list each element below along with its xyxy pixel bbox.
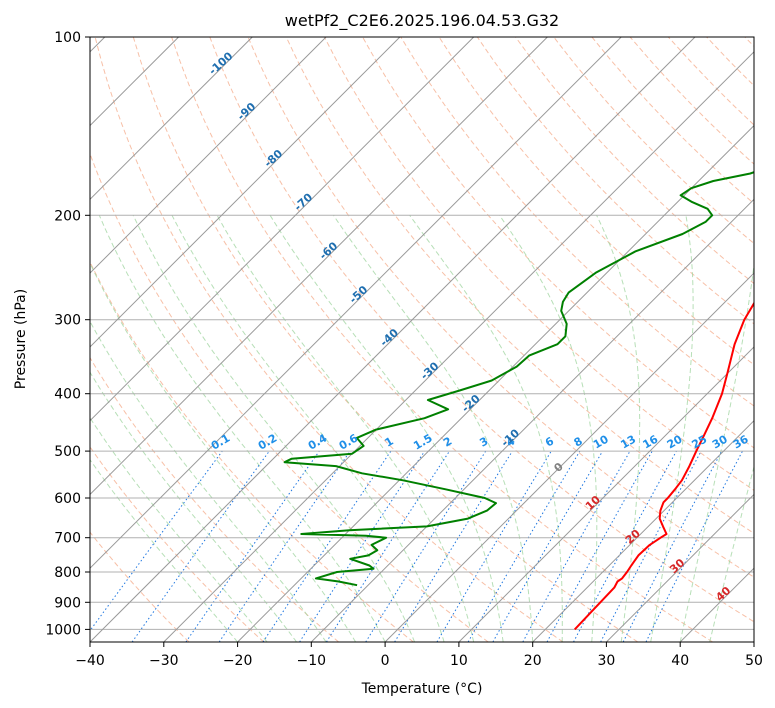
moist-adiabat-line <box>409 215 563 642</box>
isotherm-line <box>90 37 401 348</box>
chart-title: wetPf2_C2E6.2025.196.04.53.G32 <box>285 11 559 31</box>
isotherm-line <box>90 37 696 642</box>
isotherm-line <box>90 37 548 496</box>
moist-adiabat-line <box>650 215 694 642</box>
isotherm-line <box>90 37 622 569</box>
x-tick-label: 10 <box>450 653 468 669</box>
mixing-ratio-line <box>299 450 426 642</box>
dry-adiabat-line <box>438 37 754 366</box>
isotherm-line <box>458 346 754 642</box>
x-tick-label: 40 <box>671 653 689 669</box>
isotherm-line <box>90 37 253 201</box>
moist-adiabat-line <box>499 215 598 642</box>
x-tick-label: 50 <box>745 653 763 669</box>
mixing-ratio-line <box>131 450 270 642</box>
moist-adiabats <box>90 215 754 642</box>
x-tick-label: −30 <box>149 653 179 669</box>
mixing-ratio-line <box>262 450 392 642</box>
moist-adiabat-line <box>98 215 386 642</box>
isotherm-line <box>90 37 475 422</box>
moist-adiabat-line <box>171 215 445 642</box>
dry-adiabat-line <box>90 152 489 642</box>
isotherm-line <box>90 37 327 274</box>
dry-adiabat-line <box>90 356 339 642</box>
y-tick-label: 100 <box>54 30 81 46</box>
moist-adiabat-line <box>132 215 416 642</box>
isotherm-line <box>532 419 754 642</box>
moist-adiabat-line <box>90 458 238 642</box>
mixing-ratio-line <box>573 450 677 642</box>
dry-adiabat-line <box>171 37 713 642</box>
y-tick-label: 1000 <box>45 622 81 638</box>
mixing-ratio-line <box>394 450 513 642</box>
x-tick-label: −20 <box>223 653 253 669</box>
y-tick-label: 400 <box>54 387 81 403</box>
y-tick-label: 600 <box>54 491 81 507</box>
x-axis-title: Temperature (°C) <box>361 681 483 697</box>
moist-adiabat-line <box>90 262 357 642</box>
isotherm-line <box>310 198 754 642</box>
y-tick-label: 800 <box>54 565 81 581</box>
isotherm-line <box>384 272 754 642</box>
moist-adiabat-line <box>596 215 641 642</box>
x-axis-ticks: −40 −30 −20 −10 0 10 20 30 40 50 <box>75 642 763 669</box>
mixing-ratio-line <box>522 450 631 642</box>
dry-adiabat-line <box>90 446 265 642</box>
mixing-ratio-line <box>645 450 743 642</box>
dry-adiabat-line <box>94 37 564 642</box>
isotherm-gridlines <box>90 37 754 642</box>
moist-adiabat-line <box>679 261 754 642</box>
dry-adiabat-line <box>323 37 754 491</box>
y-tick-label: 300 <box>54 313 81 329</box>
moist-adiabat-line <box>90 320 327 642</box>
dry-adiabat-line <box>90 531 190 642</box>
moist-adiabat-line <box>269 215 504 642</box>
x-tick-label: 0 <box>381 653 390 669</box>
isotherm-line <box>237 124 754 642</box>
x-tick-label: −40 <box>75 653 105 669</box>
dewpoint-profile-line <box>283 171 754 587</box>
y-axis-title: Pressure (hPa) <box>13 289 29 389</box>
mixing-ratio-line <box>325 450 450 642</box>
y-tick-label: 900 <box>54 595 81 611</box>
isobar-gridlines <box>90 37 754 630</box>
dry-adiabat-line <box>362 37 754 449</box>
x-tick-label: −10 <box>297 653 327 669</box>
dry-adiabat-line <box>515 37 754 285</box>
mixing-ratio-line <box>185 450 320 642</box>
moist-adiabat-line <box>709 465 754 642</box>
moist-adiabat-line <box>90 416 268 642</box>
y-tick-label: 500 <box>54 444 81 460</box>
moist-adiabat-line <box>90 371 297 642</box>
isotherm-line <box>163 51 754 642</box>
temperature-profile-line <box>573 301 754 631</box>
y-tick-label: 700 <box>54 531 81 547</box>
y-tick-label: 200 <box>54 208 81 224</box>
x-tick-label: 30 <box>597 653 615 669</box>
mixing-ratio-line <box>90 450 223 632</box>
sounding-profiles <box>283 171 754 631</box>
y-axis-ticks: 100 200 300 400 500 600 700 800 900 1000 <box>45 30 90 638</box>
isotherm-line <box>606 493 754 642</box>
x-tick-label: 20 <box>524 653 542 669</box>
dry-adiabat-line <box>209 37 754 623</box>
plot-frame <box>89 36 755 643</box>
mixing-ratio-lines <box>90 450 743 642</box>
mixing-ratio-line <box>218 450 351 642</box>
mixing-ratio-line <box>546 450 653 642</box>
